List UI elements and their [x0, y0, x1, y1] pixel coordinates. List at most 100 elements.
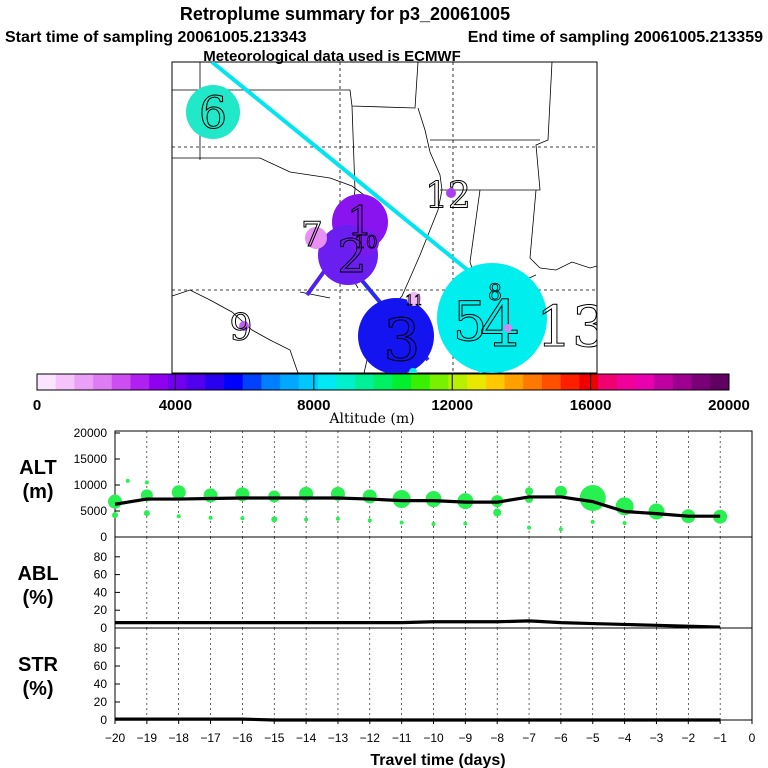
altitude-sample-point	[240, 516, 245, 521]
altitude-sample-point	[367, 518, 372, 523]
colorbar-cell	[149, 374, 169, 390]
colorbar-tick-label: 12000	[431, 397, 473, 414]
y-tick-label: 0	[100, 713, 107, 727]
x-tick-label: −9	[459, 731, 473, 745]
str-series-line	[115, 717, 721, 722]
altitude-colorbar: 0 4000 8000 12000 16000 20000 Altitude (m)	[33, 373, 750, 427]
colorbar-cell	[579, 374, 599, 390]
altitude-sample-point	[125, 478, 130, 483]
colorbar-cell	[523, 374, 543, 390]
x-axis-label: Travel time (days)	[370, 752, 505, 768]
colorbar-tick-label: 8000	[297, 397, 330, 414]
colorbar-tick-label: 0	[33, 397, 41, 414]
colorbar-cell	[224, 374, 244, 390]
map-panel: 6 4 5 3 1 2 10 7 12 9 11 8 13 Met	[171, 48, 607, 374]
colorbar-cell	[261, 374, 281, 390]
altitude-sample-point	[144, 480, 149, 485]
x-tick-label: −4	[618, 731, 632, 745]
cluster-8-label: 8	[488, 281, 502, 306]
alt-panel-frame	[114, 430, 753, 538]
altitude-sample-point	[558, 527, 563, 532]
x-tick-label: −1	[713, 731, 727, 745]
cluster-3-label: 3	[384, 306, 421, 374]
cluster-6-label: 6	[199, 88, 227, 139]
x-tick-label: −7	[522, 731, 536, 745]
y-axis-label: ABL	[17, 563, 58, 585]
cluster-12-marker	[446, 188, 456, 198]
colorbar-cell	[654, 374, 674, 390]
colorbar-cell	[317, 374, 337, 390]
altitude-sample-point	[362, 489, 377, 504]
y-tick-label: 0	[100, 621, 107, 635]
cluster-6-marker	[186, 85, 240, 139]
cluster-7-label: 7	[301, 215, 323, 255]
colorbar-cell	[298, 374, 319, 390]
cluster-5-label: 5	[453, 290, 487, 353]
x-tick-label: −13	[328, 731, 349, 745]
y-axis-unit: (%)	[22, 678, 53, 700]
y-tick-label: 15000	[74, 452, 108, 466]
cluster-13-label: 13	[536, 295, 607, 360]
y-tick-label: 60	[94, 568, 108, 582]
colorbar-cell	[411, 374, 431, 390]
alt-series-line	[114, 495, 721, 518]
colorbar-cell	[504, 374, 524, 390]
y-tick-label: 20000	[74, 426, 108, 440]
met-data-label: Meteorological data used is ECMWF	[203, 48, 461, 65]
x-tick-label: −16	[232, 731, 253, 745]
altitude-sample-point	[554, 485, 567, 498]
colorbar-cell	[130, 374, 150, 390]
cluster-4-label: 4	[480, 288, 521, 362]
altitude-sample-point	[143, 510, 150, 517]
colorbar-tick-label: 20000	[708, 397, 750, 414]
cluster-12-label: 12	[425, 176, 471, 217]
colorbar-title: Altitude (m)	[328, 411, 414, 427]
altitude-sample-point	[579, 485, 606, 511]
y-tick-label: 40	[94, 585, 108, 599]
x-tick-label: 0	[749, 731, 756, 745]
colorbar-cell	[354, 374, 375, 390]
colorbar-cell	[672, 374, 693, 390]
cluster-4-marker	[437, 263, 547, 373]
altitude-sample-point	[431, 522, 436, 526]
altitude-sample-point	[171, 485, 186, 500]
x-tick-label: −20	[105, 731, 126, 745]
colorbar-tick-label: 16000	[570, 397, 612, 414]
colorbar-cell	[560, 374, 580, 390]
x-tick-label: −11	[392, 731, 412, 745]
y-axis-unit: (%)	[22, 587, 53, 609]
colorbar-cell	[691, 374, 711, 390]
x-tick-label: −10	[423, 731, 444, 745]
y-tick-label: 5000	[80, 504, 107, 518]
altitude-sample-point	[590, 519, 595, 524]
colorbar-cell	[541, 374, 562, 390]
cluster-7-marker	[305, 227, 327, 249]
alt-panel: 0 5000 10000 15000 20000 ALT(m)	[19, 426, 753, 544]
altitude-sample-point	[112, 512, 118, 519]
altitude-sample-point	[203, 488, 218, 503]
figure-title: Retroplume summary for p3_20061005	[180, 4, 510, 24]
y-axis-unit: (m)	[22, 481, 53, 503]
altitude-sample-point	[399, 520, 404, 525]
colorbar-cell	[186, 374, 206, 390]
y-tick-label: 80	[94, 550, 108, 564]
colorbar-cell	[710, 374, 730, 390]
colorbar-cell	[429, 374, 449, 390]
y-tick-label: 40	[94, 677, 108, 691]
cluster-10-marker	[351, 228, 379, 256]
cluster-2-label: 2	[337, 229, 366, 283]
altitude-sample-point	[463, 521, 468, 526]
x-tick-label: −19	[137, 731, 158, 745]
colorbar-cell	[373, 374, 393, 390]
time-series-panels: 05000100001500020000ALT(m)020406080ABL(%…	[17, 426, 755, 768]
colorbar-cell	[93, 374, 113, 390]
cluster-9-marker	[239, 321, 249, 331]
altitude-sample-point	[176, 514, 181, 519]
colorbar-cell	[242, 374, 262, 390]
y-axis-label: STR	[18, 654, 59, 676]
cluster-9-label: 9	[230, 308, 253, 349]
altitude-sample-point	[525, 487, 534, 496]
colorbar-cell	[167, 374, 188, 390]
y-tick-label: 0	[100, 530, 107, 544]
altitude-sample-point	[648, 503, 665, 520]
